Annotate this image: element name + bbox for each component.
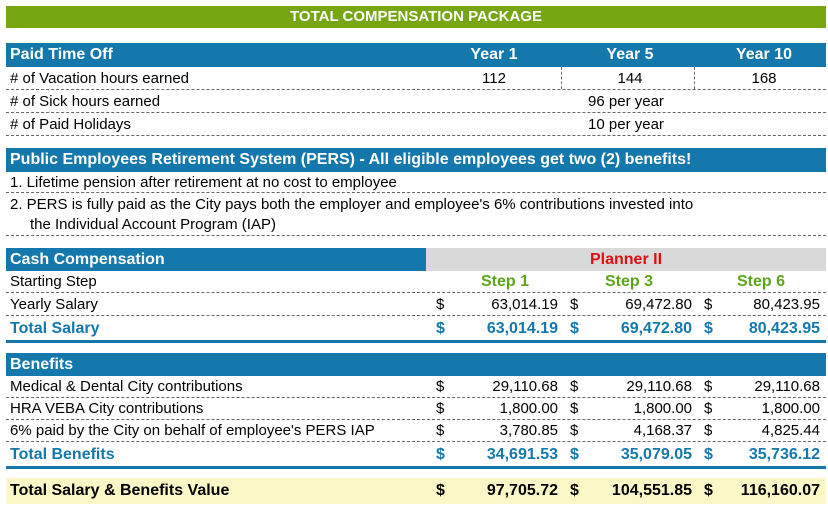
step-row: Starting Step Step 1 Step 3 Step 6 <box>6 271 826 293</box>
currency: $ <box>436 422 445 439</box>
benefit-value: 29,110.68 <box>492 378 558 395</box>
benefit-row: 6% paid by the City on behalf of employe… <box>6 420 826 442</box>
cash-header-label: Cash Compensation <box>10 251 165 268</box>
total-salary-step-1: 63,014.19 <box>486 320 558 337</box>
benefit-row: HRA VEBA City contributions $ 1,800.00 $… <box>6 398 826 420</box>
position-title: Planner II <box>589 251 663 268</box>
benefit-value: 4,825.44 <box>761 422 820 439</box>
salary-step-1: 63,014.19 <box>491 296 558 313</box>
benefit-value: 1,800.00 <box>761 400 820 417</box>
currency: $ <box>704 296 713 313</box>
currency: $ <box>704 400 713 417</box>
step-label: Starting Step <box>10 273 97 290</box>
currency: $ <box>436 296 445 313</box>
sick-value: 96 per year <box>588 93 664 110</box>
vacation-row: # of Vacation hours earned 112 144 168 <box>6 67 826 90</box>
step-1: Step 1 <box>480 273 529 290</box>
pers-item-2-line-2: the Individual Account Program (IAP) <box>30 216 276 233</box>
pers-item-1: 1. Lifetime pension after retirement at … <box>6 172 826 193</box>
benefits-header-label: Benefits <box>10 356 74 373</box>
benefit-value: 29,110.68 <box>754 378 820 395</box>
currency: $ <box>436 482 445 499</box>
salary-step-6: 80,423.95 <box>753 296 820 313</box>
currency: $ <box>570 482 579 499</box>
currency: $ <box>570 320 579 337</box>
col-year-5: Year 5 <box>606 46 654 63</box>
total-benefits-step-1: 34,691.53 <box>486 446 558 463</box>
total-benefits-step-6: 35,736.12 <box>748 446 820 463</box>
sick-label: # of Sick hours earned <box>10 93 161 110</box>
total-salary-row: Total Salary $ 63,014.19 $ 69,472.80 $ 8… <box>6 316 826 343</box>
benefits-header: Benefits <box>6 353 826 376</box>
salary-label: Yearly Salary <box>10 296 98 313</box>
total-benefits-step-3: 35,079.05 <box>620 446 692 463</box>
currency: $ <box>704 320 713 337</box>
currency: $ <box>704 446 713 463</box>
total-benefits-label: Total Benefits <box>10 446 115 463</box>
vacation-year-1: 112 <box>482 70 506 87</box>
holidays-label: # of Paid Holidays <box>10 116 131 133</box>
currency: $ <box>570 446 579 463</box>
benefit-row: Medical & Dental City contributions $ 29… <box>6 376 826 398</box>
salary-row: Yearly Salary $ 63,014.19 $ 69,472.80 $ … <box>6 293 826 316</box>
pers-header-label: Public Employees Retirement System (PERS… <box>10 151 692 168</box>
total-salary-step-3: 69,472.80 <box>620 320 692 337</box>
grand-total-step-1: 97,705.72 <box>486 482 558 499</box>
benefit-value: 1,800.00 <box>633 400 692 417</box>
currency: $ <box>704 422 713 439</box>
grand-total-row: Total Salary & Benefits Value $ 97,705.7… <box>6 478 826 504</box>
position-bar: Planner II <box>426 248 826 271</box>
pers-item-2: 2. PERS is fully paid as the City pays b… <box>6 193 826 236</box>
holidays-row: # of Paid Holidays 10 per year <box>6 113 826 136</box>
total-salary-label: Total Salary <box>10 320 100 337</box>
grand-total-step-3: 104,551.85 <box>611 482 692 499</box>
col-year-1: Year 1 <box>470 46 518 63</box>
benefit-label: HRA VEBA City contributions <box>10 400 204 417</box>
vacation-year-10: 168 <box>751 70 777 87</box>
currency: $ <box>570 422 579 439</box>
holidays-value: 10 per year <box>588 116 664 133</box>
vacation-label: # of Vacation hours earned <box>10 70 190 87</box>
currency: $ <box>436 320 445 337</box>
col-year-10: Year 10 <box>735 46 793 63</box>
currency: $ <box>704 378 713 395</box>
pto-header: Paid Time Off Year 1 Year 5 Year 10 <box>6 43 826 67</box>
pto-header-label: Paid Time Off <box>10 46 113 63</box>
sick-row: # of Sick hours earned 96 per year <box>6 90 826 113</box>
currency: $ <box>436 446 445 463</box>
grand-total-label: Total Salary & Benefits Value <box>10 482 230 499</box>
currency: $ <box>570 400 579 417</box>
currency: $ <box>570 378 579 395</box>
currency: $ <box>436 400 445 417</box>
page-title: TOTAL COMPENSATION PACKAGE <box>6 6 826 28</box>
cash-header-bar: Cash Compensation <box>6 248 426 271</box>
currency: $ <box>704 482 713 499</box>
cash-header: Cash Compensation Planner II <box>6 248 826 271</box>
total-salary-step-6: 80,423.95 <box>748 320 820 337</box>
pers-header: Public Employees Retirement System (PERS… <box>6 148 826 172</box>
total-benefits-row: Total Benefits $ 34,691.53 $ 35,079.05 $… <box>6 442 826 469</box>
pers-item-1-text: 1. Lifetime pension after retirement at … <box>10 174 397 191</box>
benefit-label: Medical & Dental City contributions <box>10 378 243 395</box>
benefit-value: 4,168.37 <box>633 422 692 439</box>
benefit-label: 6% paid by the City on behalf of employe… <box>10 422 375 439</box>
currency: $ <box>570 296 579 313</box>
currency: $ <box>436 378 445 395</box>
benefit-value: 29,110.68 <box>626 378 692 395</box>
vacation-year-5: 144 <box>617 70 643 87</box>
salary-step-3: 69,472.80 <box>625 296 692 313</box>
grand-total-step-6: 116,160.07 <box>740 482 820 499</box>
pers-item-2-line-1: 2. PERS is fully paid as the City pays b… <box>10 196 694 213</box>
step-3: Step 3 <box>604 273 653 290</box>
benefit-value: 3,780.85 <box>499 422 558 439</box>
benefit-value: 1,800.00 <box>499 400 558 417</box>
step-6: Step 6 <box>736 273 785 290</box>
